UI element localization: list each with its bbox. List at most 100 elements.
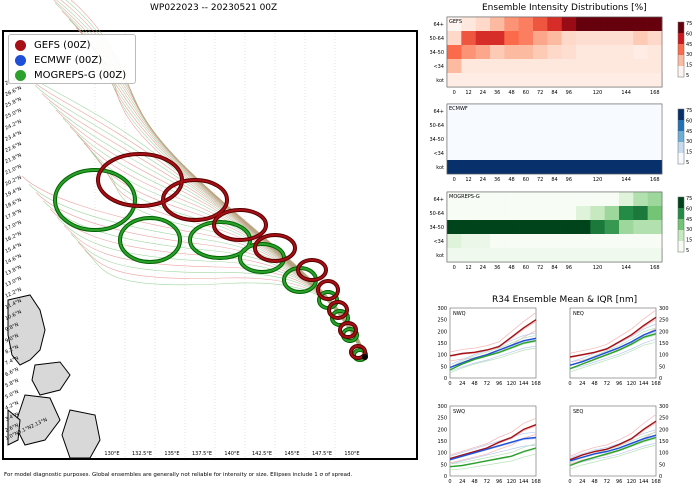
heat-cell [533, 104, 548, 119]
r34-x-label: 144 [519, 479, 529, 485]
r34-y-label: 300 [437, 404, 447, 410]
heat-cell [504, 234, 519, 249]
intensity-panel-label: ECMWF [449, 106, 468, 112]
colorbar-tick-label: 45 [686, 129, 692, 135]
heat-cell [590, 104, 605, 119]
heat-cell [475, 234, 491, 249]
heat-cell [533, 192, 548, 207]
lat-tick-label: 9.0°N [4, 333, 20, 345]
heat-cell [475, 206, 491, 221]
colorbar-frame [677, 21, 685, 78]
heat-cell [547, 146, 562, 161]
lon-tick-label: 132.5°E [132, 451, 152, 457]
heat-cell [475, 192, 491, 207]
heat-cell [461, 104, 476, 119]
heat-cell [518, 132, 534, 147]
r34-x-label: 144 [639, 381, 649, 387]
heat-cell [547, 132, 562, 147]
intensity-x-label: 144 [621, 90, 631, 96]
heat-cell [604, 234, 620, 249]
heat-cell [561, 118, 577, 133]
colorbar-tick-label: 30 [686, 227, 692, 233]
r34-x-label: 120 [627, 381, 637, 387]
intensity-row-label: 50-64 [429, 211, 444, 217]
heat-cell [461, 59, 476, 74]
r34-y-label: 0 [444, 474, 447, 480]
r34-x-label: 144 [639, 479, 649, 485]
heat-cell [533, 31, 548, 46]
land-shape-0 [7, 294, 46, 366]
r34-y-label: 200 [659, 329, 669, 335]
intensity-x-label: 84 [551, 265, 557, 271]
intensity-x-label: 36 [494, 265, 500, 271]
heat-cell [518, 17, 534, 32]
heat-cell [547, 31, 562, 46]
intensity-panel-gefs: GEFS 64+ 50-64 34-50 <34 kot 0 12 24 36 48 60 72 84 96… [429, 16, 692, 96]
heat-cell [475, 146, 491, 161]
intensity-x-label: 144 [621, 177, 631, 183]
r34-iqr-line [449, 347, 537, 374]
intensity-x-label: 24 [480, 90, 486, 96]
colorbar-tick-label: 5 [686, 160, 689, 166]
r34-x-label: 96 [496, 381, 502, 387]
r34-y-label: 150 [659, 439, 669, 445]
heat-cell [604, 45, 620, 60]
r34-panel-seq: SEQ 300 250 200 150 100 50 0 0 24 48 72 96 120 144 168 [568, 404, 668, 485]
r34-mean-line-0 [449, 424, 537, 460]
heat-cell [504, 146, 519, 161]
heat-cell [504, 220, 519, 235]
r34-iqr-line [569, 442, 657, 466]
intensity-x-label: 12 [465, 177, 471, 183]
intensity-x-label: 36 [494, 90, 500, 96]
heat-cell [590, 132, 605, 147]
r34-x-label: 48 [591, 479, 597, 485]
heat-cell [590, 192, 605, 207]
intensity-x-label: 168 [650, 90, 660, 96]
r34-iqr-line [569, 327, 657, 367]
r34-x-label: 72 [484, 381, 490, 387]
heat-cell [504, 59, 519, 74]
colorbar-segment [678, 44, 684, 56]
heat-cell [475, 132, 491, 147]
heat-cell [475, 104, 491, 119]
heat-cell [518, 104, 534, 119]
r34-y-label: 0 [444, 376, 447, 382]
r34-x-label: 24 [459, 381, 465, 387]
heat-cell [633, 45, 648, 60]
intensity-row-label: <34 [433, 239, 444, 245]
heat-cell [576, 59, 591, 74]
r34-panel-label: NWQ [453, 311, 466, 317]
r34-x-label: 48 [591, 381, 597, 387]
r34-x-label: 168 [651, 381, 661, 387]
heat-cell [590, 234, 605, 249]
lat-tick-label: 9.8°N [4, 322, 20, 334]
heat-cell [561, 31, 577, 46]
heat-cell [475, 31, 491, 46]
heat-cell [447, 118, 462, 133]
intensity-panels: GEFS 64+ 50-64 34-50 <34 kot 0 12 24 36 48 60 72 84 96… [429, 16, 692, 271]
heat-cell [461, 17, 476, 32]
colorbar-segment [678, 33, 684, 45]
r34-mean-line-1 [449, 337, 537, 369]
colorbar-tick-label: 5 [686, 248, 689, 254]
r34-x-label: 24 [459, 479, 465, 485]
heat-cell [533, 206, 548, 221]
heat-cell [490, 104, 505, 119]
intensity-panel-label: GEFS [449, 19, 462, 25]
heat-cell [590, 45, 605, 60]
r34-x-label: 0 [568, 381, 571, 387]
r34-iqr-line [449, 312, 537, 353]
heat-cell [647, 220, 663, 235]
heat-cell [490, 220, 505, 235]
r34-iqr-line [449, 345, 537, 372]
legend-label-ecmwf: ECMWF (00Z) [34, 55, 103, 66]
intensity-x-label: 72 [537, 90, 543, 96]
heat-cell [547, 206, 562, 221]
colorbar-tick-label: 75 [686, 108, 692, 114]
storm-position-marker [362, 354, 368, 360]
r34-mean-line-1 [449, 436, 537, 461]
r34-iqr-line [569, 341, 657, 373]
intensity-x-label: 96 [566, 177, 572, 183]
r34-y-label: 300 [659, 306, 669, 312]
heat-cell [647, 59, 663, 74]
